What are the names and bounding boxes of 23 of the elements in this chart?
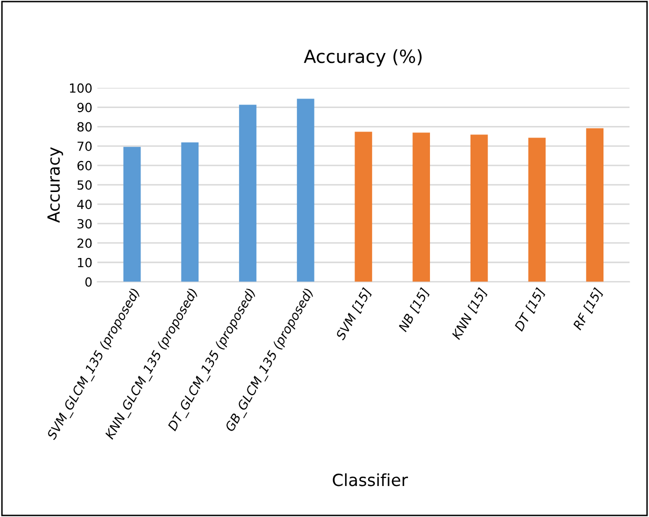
y-tick-label: 20 [78, 238, 92, 248]
y-tick-label: 70 [78, 142, 92, 151]
bar [586, 128, 604, 282]
bar [528, 138, 546, 282]
bar [181, 142, 199, 282]
bar [123, 146, 141, 282]
y-tick-label: 90 [77, 102, 92, 112]
y-tick-label: 80 [77, 122, 92, 132]
bar [412, 132, 430, 282]
y-tick-label: 40 [77, 200, 92, 210]
x-axis-title: Classifier [332, 473, 408, 486]
bar [470, 134, 488, 282]
y-tick-label: 50 [78, 180, 92, 190]
y-tick-label: 100 [70, 83, 92, 93]
y-tick-label: 60 [77, 160, 92, 170]
y-axis-title: Accuracy [47, 147, 64, 223]
y-tick-label: 0 [85, 277, 92, 287]
bar [354, 132, 372, 282]
y-tick-label: 30 [78, 219, 92, 229]
y-tick-label: 10 [78, 258, 92, 268]
chart-title: Accuracy (%) [304, 49, 422, 67]
bar [296, 98, 314, 282]
bar [239, 104, 256, 282]
